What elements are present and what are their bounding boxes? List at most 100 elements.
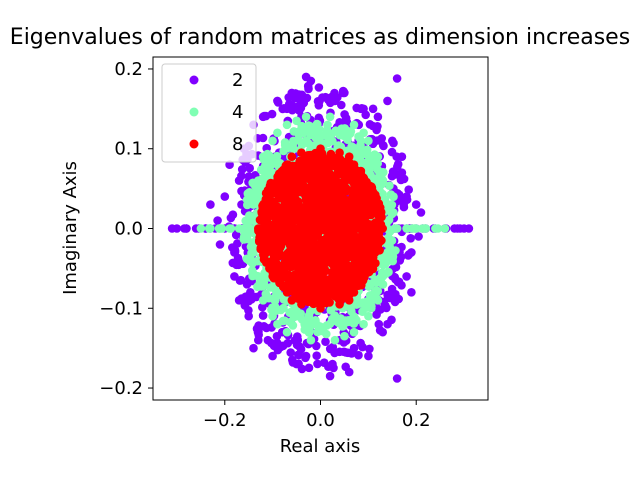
point [402,192,411,201]
point [402,224,411,233]
point [344,316,353,325]
point [279,207,288,216]
point [206,224,215,233]
point [280,140,290,150]
legend-marker-8 [189,139,199,149]
point [371,275,380,285]
point [381,301,390,310]
point [383,96,392,106]
point [294,247,303,257]
point [302,266,312,276]
point [325,187,335,197]
point [372,310,381,319]
point [289,312,299,322]
point [330,335,340,345]
point [364,262,374,272]
point [271,213,281,223]
point [286,245,296,254]
point [258,296,268,305]
point [268,311,277,321]
point [397,168,407,177]
point [377,134,387,143]
point [308,174,317,183]
point [306,189,316,199]
point [375,203,385,212]
point [263,224,273,233]
point [268,136,277,146]
point [234,176,244,185]
point [386,190,396,199]
point [234,296,244,305]
point [262,200,271,209]
point [328,359,337,369]
point [182,224,191,233]
point [249,343,258,353]
point [296,344,306,354]
point [247,212,256,222]
point [378,176,388,185]
point [344,152,354,161]
point [270,189,280,198]
point [213,216,222,225]
point [378,280,388,289]
point [352,103,362,113]
point [333,255,343,265]
point [349,160,359,169]
point [309,224,318,233]
point [330,96,340,106]
point [263,167,273,177]
point [259,255,269,264]
point [237,165,247,174]
point [262,323,271,333]
point [244,224,253,233]
point [414,232,423,241]
point [316,264,325,273]
point [313,359,322,369]
point [374,211,383,220]
point [293,335,303,345]
legend-label-4: 4 [232,102,243,123]
point [316,304,325,313]
point [292,180,301,190]
point [383,248,392,257]
point [354,252,363,261]
point [354,350,363,360]
point [215,224,225,233]
point [247,292,257,301]
point [344,296,354,305]
point [337,100,346,110]
point [325,298,334,307]
point [268,248,277,257]
point [301,278,310,287]
point [206,200,215,209]
point [383,200,392,209]
point [316,204,326,213]
point [293,202,302,211]
point [334,163,344,173]
x-tick-label: 0.0 [306,410,335,431]
point [365,344,374,354]
point [392,224,402,233]
x-tick-label: 0.2 [402,410,431,431]
point [284,270,293,280]
point [251,188,261,197]
point [288,321,298,330]
point [397,152,407,161]
point [291,278,300,287]
point [273,272,282,281]
point [297,300,306,309]
point [359,104,368,114]
point [304,363,314,373]
point [358,342,367,352]
point [407,288,416,297]
point [318,197,328,207]
point [359,128,368,138]
point [349,288,359,297]
point [306,206,315,215]
point [358,264,367,274]
chart-title: Eigenvalues of random matrices as dimens… [10,25,630,50]
point [393,159,403,169]
point [380,260,390,269]
point [365,256,375,265]
point [345,234,355,244]
